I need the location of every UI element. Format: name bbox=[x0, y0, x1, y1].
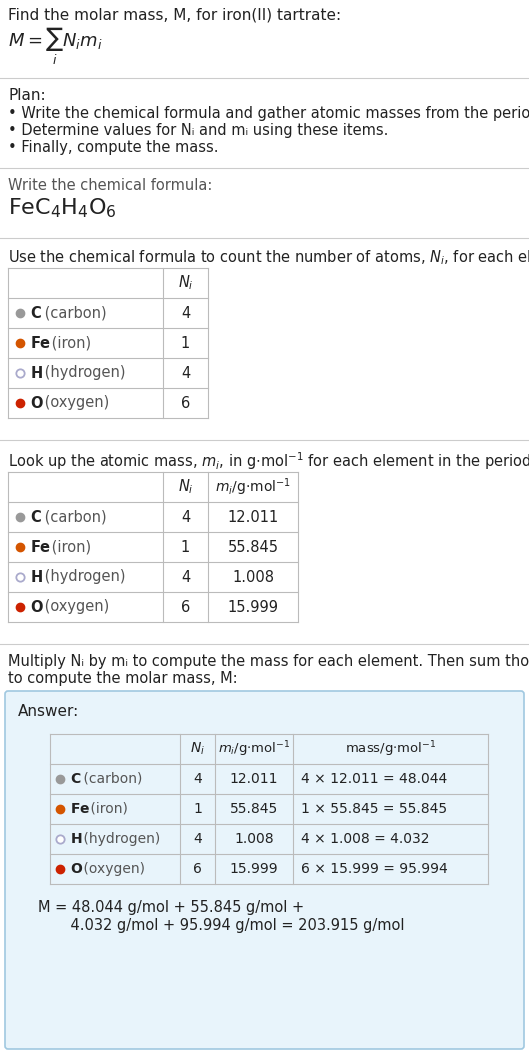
Text: (carbon): (carbon) bbox=[40, 306, 106, 320]
Text: M = 48.044 g/mol + 55.845 g/mol +: M = 48.044 g/mol + 55.845 g/mol + bbox=[38, 900, 304, 915]
Text: $\mathit{m_i}$/g$\cdot$mol$^{-1}$: $\mathit{m_i}$/g$\cdot$mol$^{-1}$ bbox=[218, 739, 290, 759]
Text: (carbon): (carbon) bbox=[79, 772, 142, 786]
Text: 1: 1 bbox=[181, 540, 190, 554]
Text: $\bf{O}$: $\bf{O}$ bbox=[30, 599, 44, 614]
Text: (carbon): (carbon) bbox=[40, 509, 106, 525]
Text: 4: 4 bbox=[193, 772, 202, 786]
Text: 4.032 g/mol + 95.994 g/mol = 203.915 g/mol: 4.032 g/mol + 95.994 g/mol = 203.915 g/m… bbox=[52, 918, 405, 933]
Text: 15.999: 15.999 bbox=[230, 862, 278, 876]
Text: $\mathit{M} = \sum_i \mathit{N_i}\mathit{m_i}$: $\mathit{M} = \sum_i \mathit{N_i}\mathit… bbox=[8, 26, 103, 67]
Text: $\bf{H}$: $\bf{H}$ bbox=[30, 365, 43, 380]
Text: Look up the atomic mass, $\mathit{m_i}$, in g$\cdot$mol$^{-1}$ for each element : Look up the atomic mass, $\mathit{m_i}$,… bbox=[8, 450, 529, 472]
Text: • Determine values for Nᵢ and mᵢ using these items.: • Determine values for Nᵢ and mᵢ using t… bbox=[8, 123, 388, 138]
Text: (oxygen): (oxygen) bbox=[40, 395, 109, 410]
Text: Multiply Nᵢ by mᵢ to compute the mass for each element. Then sum those values: Multiply Nᵢ by mᵢ to compute the mass fo… bbox=[8, 653, 529, 669]
Text: $\bf{Fe}$: $\bf{Fe}$ bbox=[30, 335, 51, 351]
Text: (hydrogen): (hydrogen) bbox=[40, 569, 125, 585]
Text: $\bf{C}$: $\bf{C}$ bbox=[30, 305, 42, 321]
Text: mass/g$\cdot$mol$^{-1}$: mass/g$\cdot$mol$^{-1}$ bbox=[345, 739, 436, 759]
Text: 1: 1 bbox=[193, 802, 202, 816]
Text: 4: 4 bbox=[193, 832, 202, 846]
Text: $\bf{Fe}$: $\bf{Fe}$ bbox=[70, 802, 90, 816]
Text: 12.011: 12.011 bbox=[230, 772, 278, 786]
Text: 15.999: 15.999 bbox=[227, 600, 278, 614]
Text: 55.845: 55.845 bbox=[230, 802, 278, 816]
Text: $\rm{FeC_4H_4O_6}$: $\rm{FeC_4H_4O_6}$ bbox=[8, 196, 117, 219]
Text: to compute the molar mass, M:: to compute the molar mass, M: bbox=[8, 671, 238, 686]
Text: $\bf{O}$: $\bf{O}$ bbox=[70, 862, 83, 876]
Text: Plan:: Plan: bbox=[8, 87, 45, 103]
FancyBboxPatch shape bbox=[5, 691, 524, 1049]
Text: (oxygen): (oxygen) bbox=[79, 862, 145, 876]
Text: 6: 6 bbox=[181, 600, 190, 614]
Text: 1: 1 bbox=[181, 335, 190, 351]
Text: 55.845: 55.845 bbox=[227, 540, 278, 554]
Text: 12.011: 12.011 bbox=[227, 509, 279, 525]
Text: 1 × 55.845 = 55.845: 1 × 55.845 = 55.845 bbox=[301, 802, 447, 816]
Text: (iron): (iron) bbox=[47, 540, 91, 554]
Text: 6: 6 bbox=[193, 862, 202, 876]
Text: $\bf{O}$: $\bf{O}$ bbox=[30, 395, 44, 411]
Text: 6: 6 bbox=[181, 395, 190, 410]
Text: 4 × 1.008 = 4.032: 4 × 1.008 = 4.032 bbox=[301, 832, 430, 846]
Text: Use the chemical formula to count the number of atoms, $\mathit{N_i}$, for each : Use the chemical formula to count the nu… bbox=[8, 248, 529, 267]
Text: $\bf{Fe}$: $\bf{Fe}$ bbox=[30, 539, 51, 555]
Text: 4: 4 bbox=[181, 509, 190, 525]
Text: $\mathit{N_i}$: $\mathit{N_i}$ bbox=[178, 477, 194, 496]
Text: $\bf{C}$: $\bf{C}$ bbox=[30, 509, 42, 525]
Text: 1.008: 1.008 bbox=[232, 569, 274, 585]
Text: $\bf{H}$: $\bf{H}$ bbox=[70, 832, 83, 846]
Text: (hydrogen): (hydrogen) bbox=[40, 366, 125, 380]
Text: $\mathit{m_i}$/g$\cdot$mol$^{-1}$: $\mathit{m_i}$/g$\cdot$mol$^{-1}$ bbox=[215, 476, 291, 497]
Text: 6 × 15.999 = 95.994: 6 × 15.999 = 95.994 bbox=[301, 862, 448, 876]
Text: Write the chemical formula:: Write the chemical formula: bbox=[8, 178, 212, 193]
Text: Find the molar mass, M, for iron(II) tartrate:: Find the molar mass, M, for iron(II) tar… bbox=[8, 8, 341, 23]
Text: $\mathit{N_i}$: $\mathit{N_i}$ bbox=[190, 741, 205, 757]
Text: 1.008: 1.008 bbox=[234, 832, 274, 846]
Text: • Write the chemical formula and gather atomic masses from the periodic table.: • Write the chemical formula and gather … bbox=[8, 106, 529, 121]
Text: • Finally, compute the mass.: • Finally, compute the mass. bbox=[8, 140, 218, 155]
Text: (hydrogen): (hydrogen) bbox=[79, 832, 160, 846]
Text: (oxygen): (oxygen) bbox=[40, 600, 109, 614]
Text: 4: 4 bbox=[181, 306, 190, 320]
Text: $\bf{C}$: $\bf{C}$ bbox=[70, 772, 81, 786]
Text: 4: 4 bbox=[181, 366, 190, 380]
Text: (iron): (iron) bbox=[86, 802, 128, 816]
Text: Answer:: Answer: bbox=[18, 704, 79, 719]
Text: 4: 4 bbox=[181, 569, 190, 585]
Text: $\bf{H}$: $\bf{H}$ bbox=[30, 569, 43, 585]
Text: (iron): (iron) bbox=[47, 335, 91, 351]
Text: $\mathit{N_i}$: $\mathit{N_i}$ bbox=[178, 274, 194, 292]
Text: 4 × 12.011 = 48.044: 4 × 12.011 = 48.044 bbox=[301, 772, 447, 786]
